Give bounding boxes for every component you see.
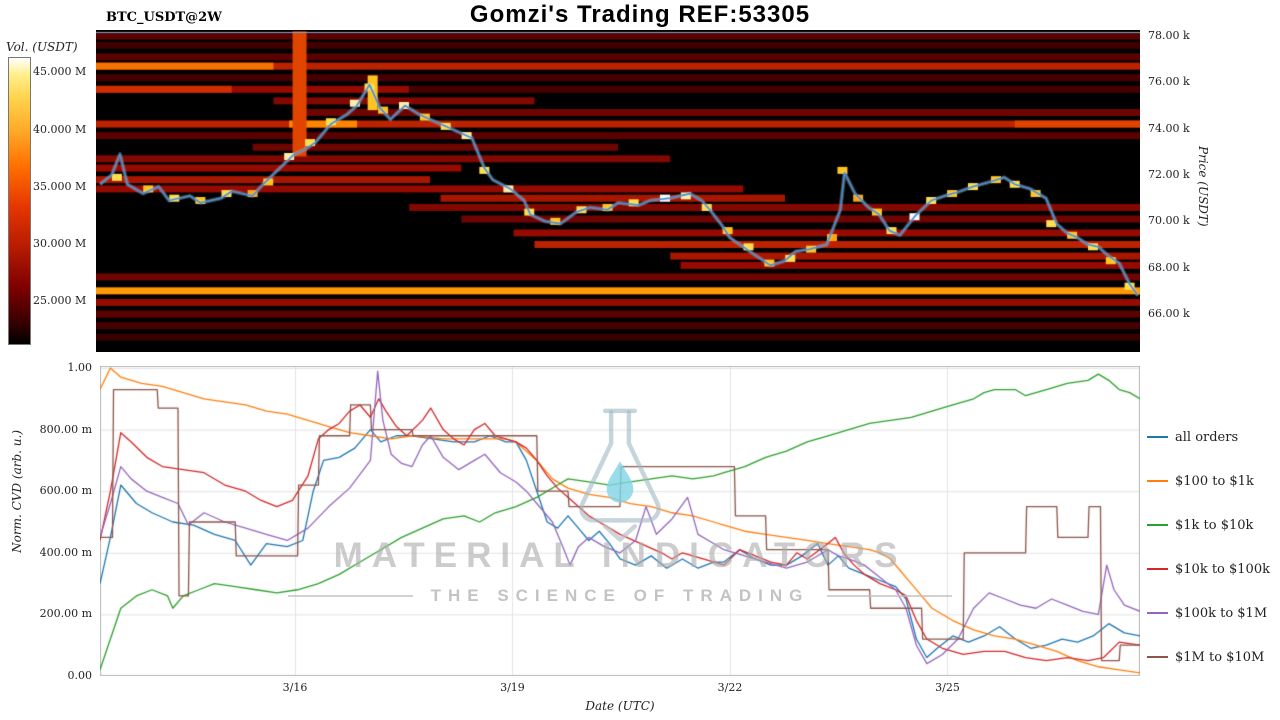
page-title: Gomzi's Trading REF:53305 [469, 1, 811, 28]
price-axis-tick: 70.00 k [1148, 214, 1190, 228]
cvd-x-tick: 3/16 [282, 681, 308, 694]
cvd-y-tick: 200.00 m [39, 607, 92, 621]
legend: all orders $100 to $1k $1k to $10k $10k to … [1147, 415, 1280, 679]
cvd-y-tick: 800.00 m [39, 422, 92, 436]
legend-label: $100k to $1M [1175, 605, 1268, 621]
price-axis-tick: 66.00 k [1148, 307, 1190, 320]
price-axis-tick: 78.00 k [1148, 29, 1190, 43]
legend-swatch [1147, 524, 1168, 526]
legend-swatch [1147, 612, 1168, 614]
colorbar-tick: 30.000 M [33, 236, 87, 250]
volume-colorbar-label: Vol. (USDT) [6, 40, 78, 54]
cvd-canvas [100, 366, 1140, 676]
legend-label: $10k to $100k [1175, 561, 1270, 577]
legend-item: $10k to $100k [1147, 547, 1280, 591]
cvd-x-tick: 3/25 [935, 681, 960, 694]
legend-label: $1M to $10M [1175, 649, 1265, 665]
price-axis-label: Price (USDT) [1196, 146, 1210, 227]
legend-item: $100k to $1M [1147, 591, 1280, 635]
cvd-y-tick: 600.00 m [39, 484, 92, 498]
colorbar-tick: 45.000 M [33, 65, 87, 79]
legend-swatch [1147, 568, 1168, 570]
colorbar-tick: 25.000 M [33, 294, 87, 308]
legend-swatch [1147, 480, 1168, 482]
legend-label: $100 to $1k [1175, 473, 1254, 489]
colorbar-tick: 40.000 M [33, 122, 87, 136]
price-axis-tick: 72.00 k [1148, 168, 1190, 182]
legend-item: $1k to $10k [1147, 503, 1280, 547]
heatmap-canvas [96, 30, 1140, 352]
legend-label: $1k to $10k [1175, 517, 1254, 533]
cvd-y-tick: 0.00 [67, 669, 93, 682]
legend-item: all orders [1147, 415, 1280, 459]
price-axis-tick: 76.00 k [1148, 75, 1190, 89]
cvd-y-tick: 1.00 [67, 361, 93, 374]
symbol-label: BTC_USDT@2W [106, 10, 222, 25]
legend-swatch [1147, 436, 1168, 438]
cvd-y-axis-label: Norm. CVD (arb. u.) [10, 430, 24, 553]
cvd-y-tick: 400.00 m [39, 545, 92, 559]
legend-item: $100 to $1k [1147, 459, 1280, 503]
price-axis-tick: 74.00 k [1148, 121, 1190, 135]
volume-colorbar [8, 57, 31, 345]
cvd-x-tick: 3/22 [717, 681, 743, 694]
cvd-x-axis-label: Date (UTC) [585, 699, 655, 713]
legend-item: $1M to $10M [1147, 635, 1280, 679]
legend-label: all orders [1175, 429, 1239, 445]
legend-swatch [1147, 656, 1168, 658]
cvd-x-tick: 3/19 [500, 681, 525, 694]
colorbar-tick: 35.000 M [33, 179, 87, 193]
price-axis-tick: 68.00 k [1148, 260, 1190, 274]
